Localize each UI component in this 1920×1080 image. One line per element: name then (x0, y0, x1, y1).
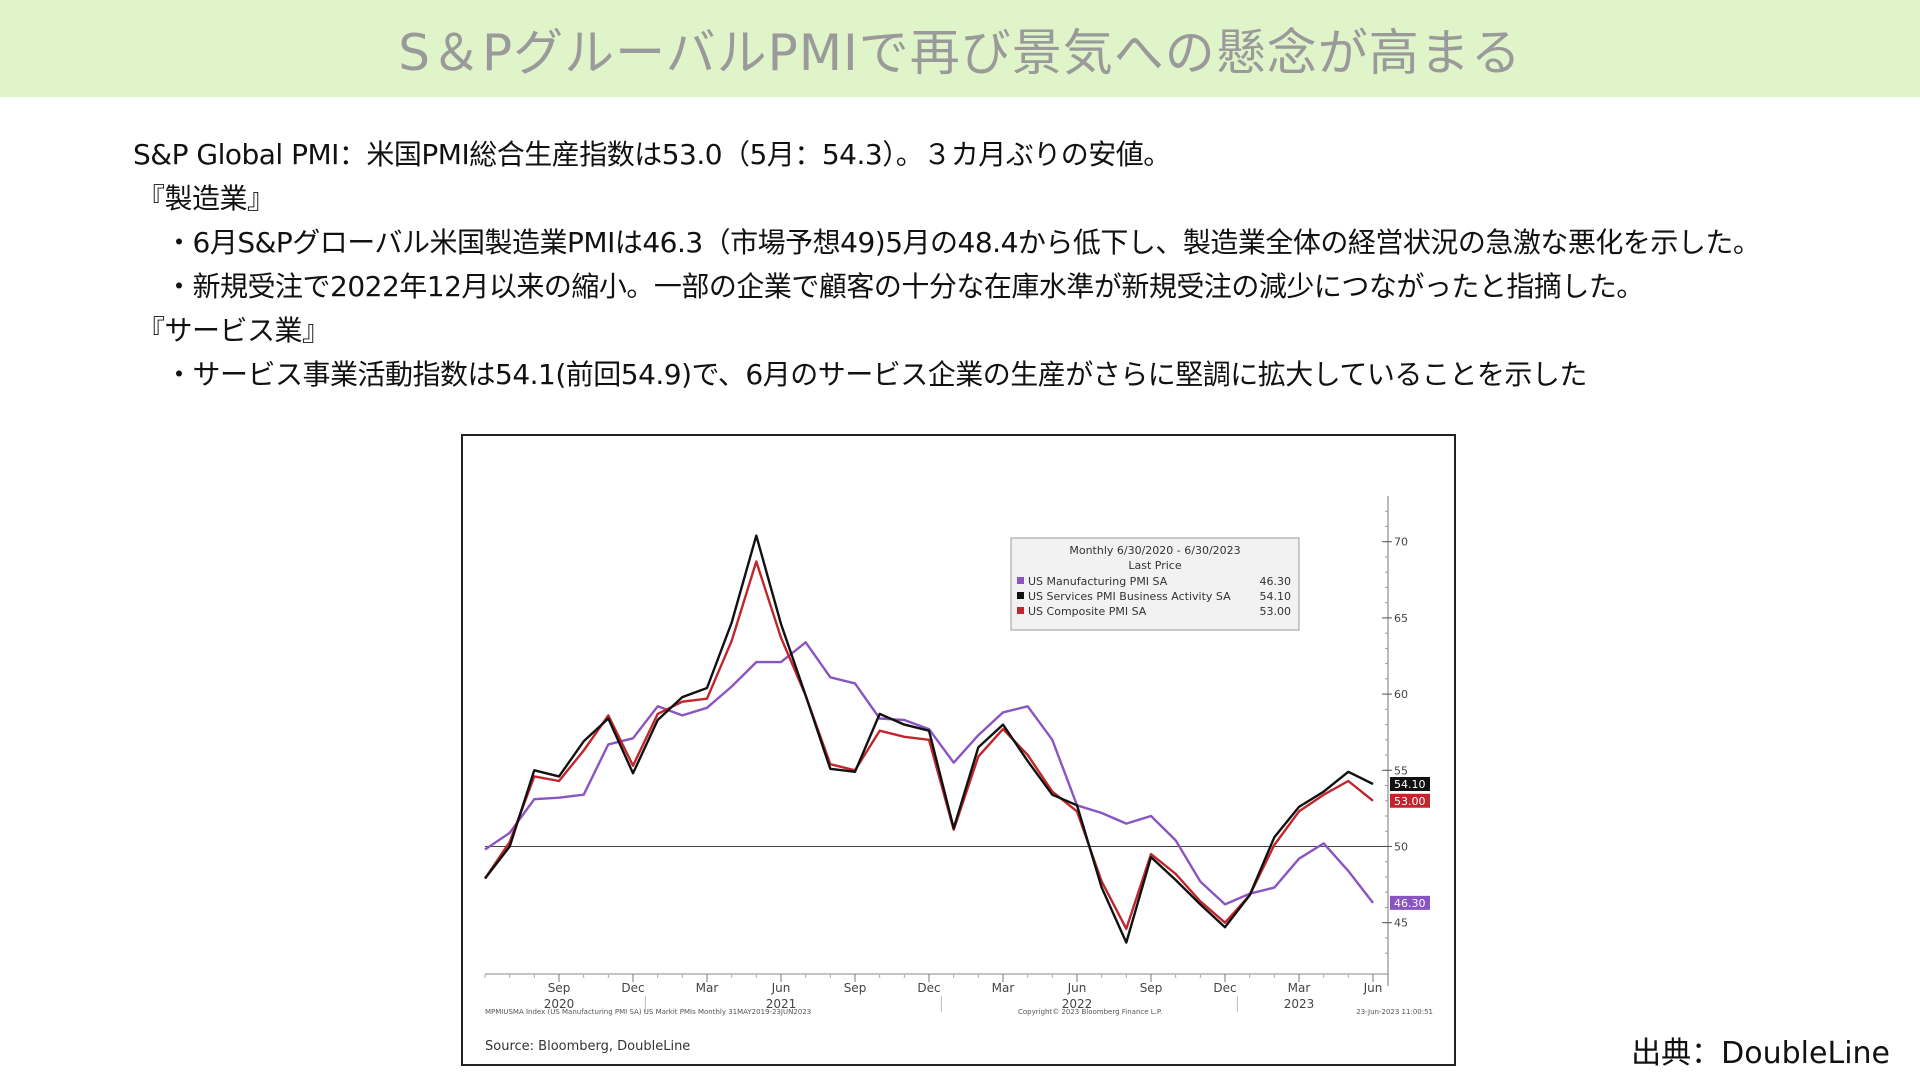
composite-summary-line: S&P Global PMI：米国PMI総合生産指数は53.0（5月：54.3）… (133, 138, 1171, 171)
chart-footer-right: 23-Jun-2023 11:00:51 (1356, 1008, 1433, 1016)
chart-footer-left: MPMIUSMA Index (US Manufacturing PMI SA)… (485, 1008, 811, 1016)
chart-footer-mid: Copyright© 2023 Bloomberg Finance L.P. (1018, 1008, 1162, 1016)
legend-swatch (1017, 607, 1024, 614)
legend-series-name: US Manufacturing PMI SA (1028, 575, 1168, 588)
y-tick-label: 50 (1394, 840, 1408, 853)
legend-swatch (1017, 592, 1024, 599)
legend-series-name: US Composite PMI SA (1028, 605, 1147, 618)
x-year-label: 2021 (766, 997, 797, 1011)
legend-last-price: 46.30 (1260, 575, 1292, 588)
x-tick-label: Sep (1140, 981, 1163, 995)
x-tick-label: Dec (1213, 981, 1236, 995)
x-tick-label: Jun (1067, 981, 1087, 995)
legend-series-name: US Services PMI Business Activity SA (1028, 590, 1231, 603)
manufacturing-heading: 『製造業』 (137, 182, 275, 215)
manufacturing-bullet-2: ・新規受注で2022年12月以来の縮小。一部の企業で顧客の十分な在庫水準が新規受… (165, 270, 1644, 303)
x-year-label: 2022 (1062, 997, 1093, 1011)
y-tick-label: 45 (1394, 917, 1408, 930)
legend-swatch (1017, 577, 1024, 584)
x-tick-label: Sep (548, 981, 571, 995)
legend-box (1010, 537, 1300, 631)
title-banner: S＆PグルーバルPMIで再び景気への懸念が高まる (0, 0, 1920, 97)
last-price-tag (1390, 793, 1430, 808)
last-price-tag (1390, 777, 1430, 791)
x-tick-label: Dec (917, 981, 940, 995)
services-bullet-1: ・サービス事業活動指数は54.1(前回54.9)で、6月のサービス企業の生産がさ… (165, 358, 1587, 391)
last-price-tag (1390, 895, 1430, 910)
legend-title: Monthly 6/30/2020 - 6/30/2023 (1069, 544, 1240, 557)
x-tick-label: Jun (771, 981, 791, 995)
summary-text: S&P Global PMI：米国PMI総合生産指数は53.0（5月：54.3）… (133, 133, 1893, 397)
legend-last-price: 53.00 (1260, 605, 1292, 618)
x-tick-label: Mar (992, 981, 1015, 995)
pmi-line-chart: 45 50 55 60 65 70 Sep 2020 Dec Mar Jun 2021 Sep Dec Ma… (484, 496, 1433, 1054)
last-price-label: 46.30 (1394, 897, 1426, 910)
x-tick-label: Mar (1288, 981, 1311, 995)
series-line (484, 534, 1374, 944)
x-tick-label: Dec (621, 981, 644, 995)
y-tick-label: 60 (1394, 688, 1408, 701)
services-heading: 『サービス業』 (137, 314, 330, 347)
y-tick-label: 70 (1394, 536, 1408, 549)
manufacturing-bullet-1: ・6月S&Pグローバル米国製造業PMIは46.3（市場予想49)5月の48.4か… (165, 226, 1761, 259)
page-title: S＆PグルーバルPMIで再び景気への懸念が高まる (398, 23, 1522, 82)
series-line (484, 641, 1374, 906)
pmi-chart-frame: 45 50 55 60 65 70 Sep 2020 Dec Mar Jun 2021 Sep Dec Ma… (461, 434, 1456, 1066)
series-line (484, 560, 1374, 930)
last-price-label: 53.00 (1394, 795, 1426, 808)
x-tick-label: Mar (696, 981, 719, 995)
chart-source: Source: Bloomberg, DoubleLine (485, 1039, 690, 1054)
x-tick-label: Sep (844, 981, 867, 995)
y-tick-label: 55 (1394, 764, 1408, 777)
source-credit: 出典：DoubleLine (1631, 1036, 1890, 1071)
legend-last-price: 54.10 (1260, 590, 1292, 603)
x-year-label: 2023 (1284, 997, 1315, 1011)
x-tick-label: Jun (1363, 981, 1383, 995)
y-tick-label: 65 (1394, 612, 1408, 625)
legend-subtitle: Last Price (1128, 559, 1181, 572)
x-year-label: 2020 (544, 997, 575, 1011)
last-price-label: 54.10 (1394, 778, 1426, 791)
